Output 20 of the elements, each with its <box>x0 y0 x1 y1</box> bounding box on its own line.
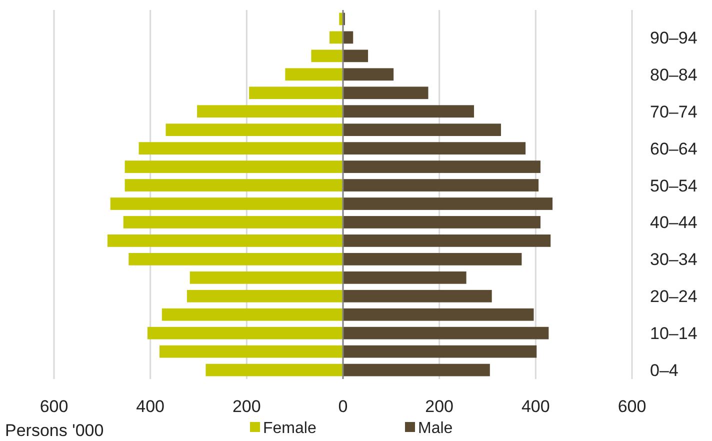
y-tick-label: 70–74 <box>650 102 698 122</box>
x-tick-label: 200 <box>425 397 454 416</box>
x-tick-label: 200 <box>232 397 261 416</box>
x-tick-label: 0 <box>338 397 348 416</box>
x-tick-label: 600 <box>618 397 646 416</box>
y-tick-label: 0–4 <box>650 361 678 380</box>
x-tick-label: 600 <box>40 397 68 416</box>
y-tick-label: 10–14 <box>650 324 698 344</box>
x-tick-label: 400 <box>521 397 550 416</box>
y-tick-label: 30–34 <box>650 250 698 270</box>
legend-label: Female <box>263 420 316 437</box>
y-tick-label: 90–94 <box>650 28 698 48</box>
legend-label: Male <box>418 420 453 437</box>
y-tick-label: 60–64 <box>650 139 698 158</box>
y-tick-label: 40–44 <box>650 213 698 232</box>
y-tick-label: 80–84 <box>650 65 698 84</box>
x-axis-title: Persons '000 <box>5 421 104 440</box>
x-tick-label: 400 <box>136 397 165 416</box>
y-tick-label: 50–54 <box>650 176 698 196</box>
y-tick-label: 20–24 <box>650 287 698 306</box>
